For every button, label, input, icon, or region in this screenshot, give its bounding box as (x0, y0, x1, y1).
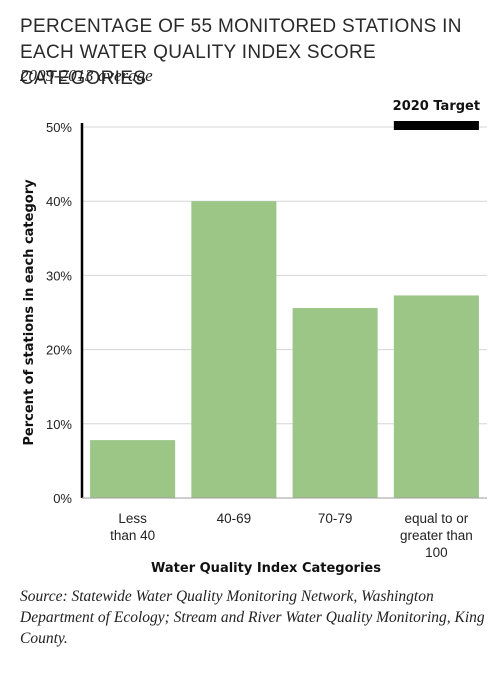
tick-labels: 0% 10% 20% 30% 40% 50% Less than 40 40-69 70-79 eq… (46, 120, 473, 560)
y-tick-label: 30% (46, 268, 72, 283)
y-axis-title: Percent of stations in each category (22, 179, 37, 446)
bar (292, 308, 378, 498)
x-tick-label: 70-79 (318, 511, 353, 526)
axes (80, 123, 487, 499)
y-tick-label: 40% (46, 194, 72, 209)
x-tick-label: equal to or greater than 100 (400, 511, 473, 560)
chart-subtitle: 2009-2013 average (20, 66, 153, 85)
bar (191, 201, 277, 498)
chart-title: PERCENTAGE OF 55 MONITORED STATIONS IN E… (20, 16, 462, 89)
y-tick-label: 0% (53, 491, 72, 506)
source-note: Source: Statewide Water Quality Monitori… (20, 588, 485, 647)
y-tick-label: 10% (46, 417, 72, 432)
bar (393, 295, 479, 498)
x-tick-label: 40-69 (217, 511, 252, 526)
x-tick-label: Less than 40 (110, 511, 155, 543)
y-tick-label: 20% (46, 343, 72, 358)
bars (90, 201, 479, 498)
target-label: 2020 Target (393, 99, 480, 114)
y-tick-label: 50% (46, 120, 72, 135)
target-marker (393, 121, 479, 130)
x-axis-title: Water Quality Index Categories (151, 561, 381, 576)
bar (90, 440, 176, 498)
bar-chart: 0% 10% 20% 30% 40% 50% Less than 40 40-69 70-79 eq… (22, 99, 487, 576)
